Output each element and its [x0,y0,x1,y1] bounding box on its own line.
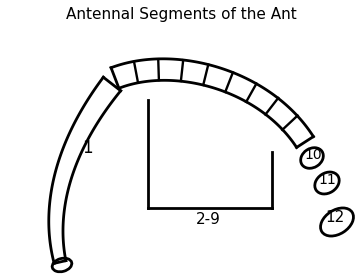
Ellipse shape [52,258,72,272]
Text: 10: 10 [304,148,322,162]
Ellipse shape [321,208,354,236]
Text: Antennal Segments of the Ant: Antennal Segments of the Ant [66,7,296,23]
Text: 2-9: 2-9 [196,213,220,227]
Ellipse shape [315,172,339,194]
Text: 12: 12 [325,210,344,225]
Text: 11: 11 [318,173,336,187]
Text: 1: 1 [82,139,92,157]
Polygon shape [49,77,121,263]
Polygon shape [111,59,313,147]
Ellipse shape [301,148,323,168]
